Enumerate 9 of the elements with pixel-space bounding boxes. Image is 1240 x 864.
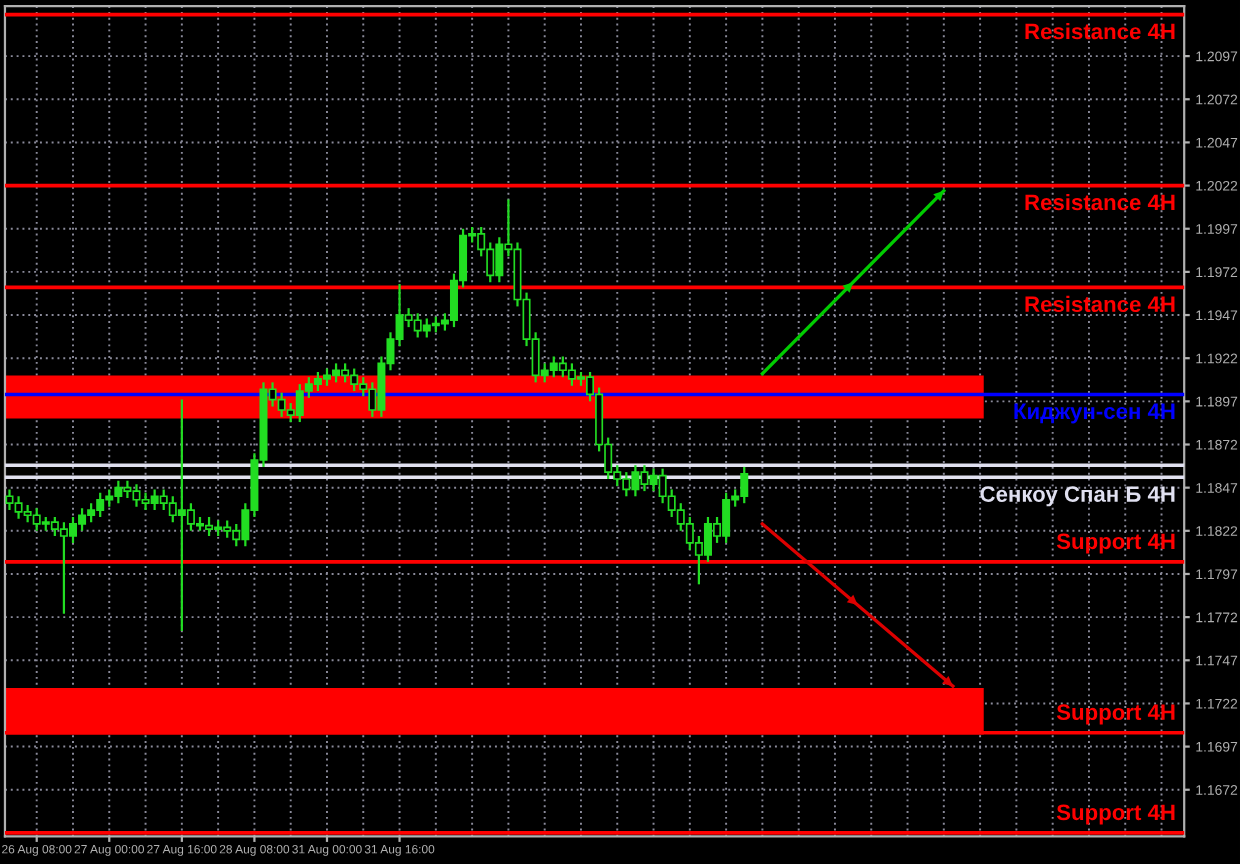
ref-line-label: Resistance 4H (1025, 193, 1175, 211)
candlestick (68, 515, 78, 545)
ref-line-label: Support 4H (1056, 804, 1175, 825)
ref-line-label: Support 4H (1056, 533, 1175, 554)
ref-line-label: Resistance 4H (1025, 295, 1175, 313)
ref-line-label: Сенкоу Спан Б 4H (980, 486, 1175, 507)
ref-line-label: Киджун-сен 4H (1014, 403, 1175, 424)
ref-line-label: Support 4H (1056, 704, 1175, 725)
ref-line-label: Resistance 4H (1025, 23, 1175, 40)
